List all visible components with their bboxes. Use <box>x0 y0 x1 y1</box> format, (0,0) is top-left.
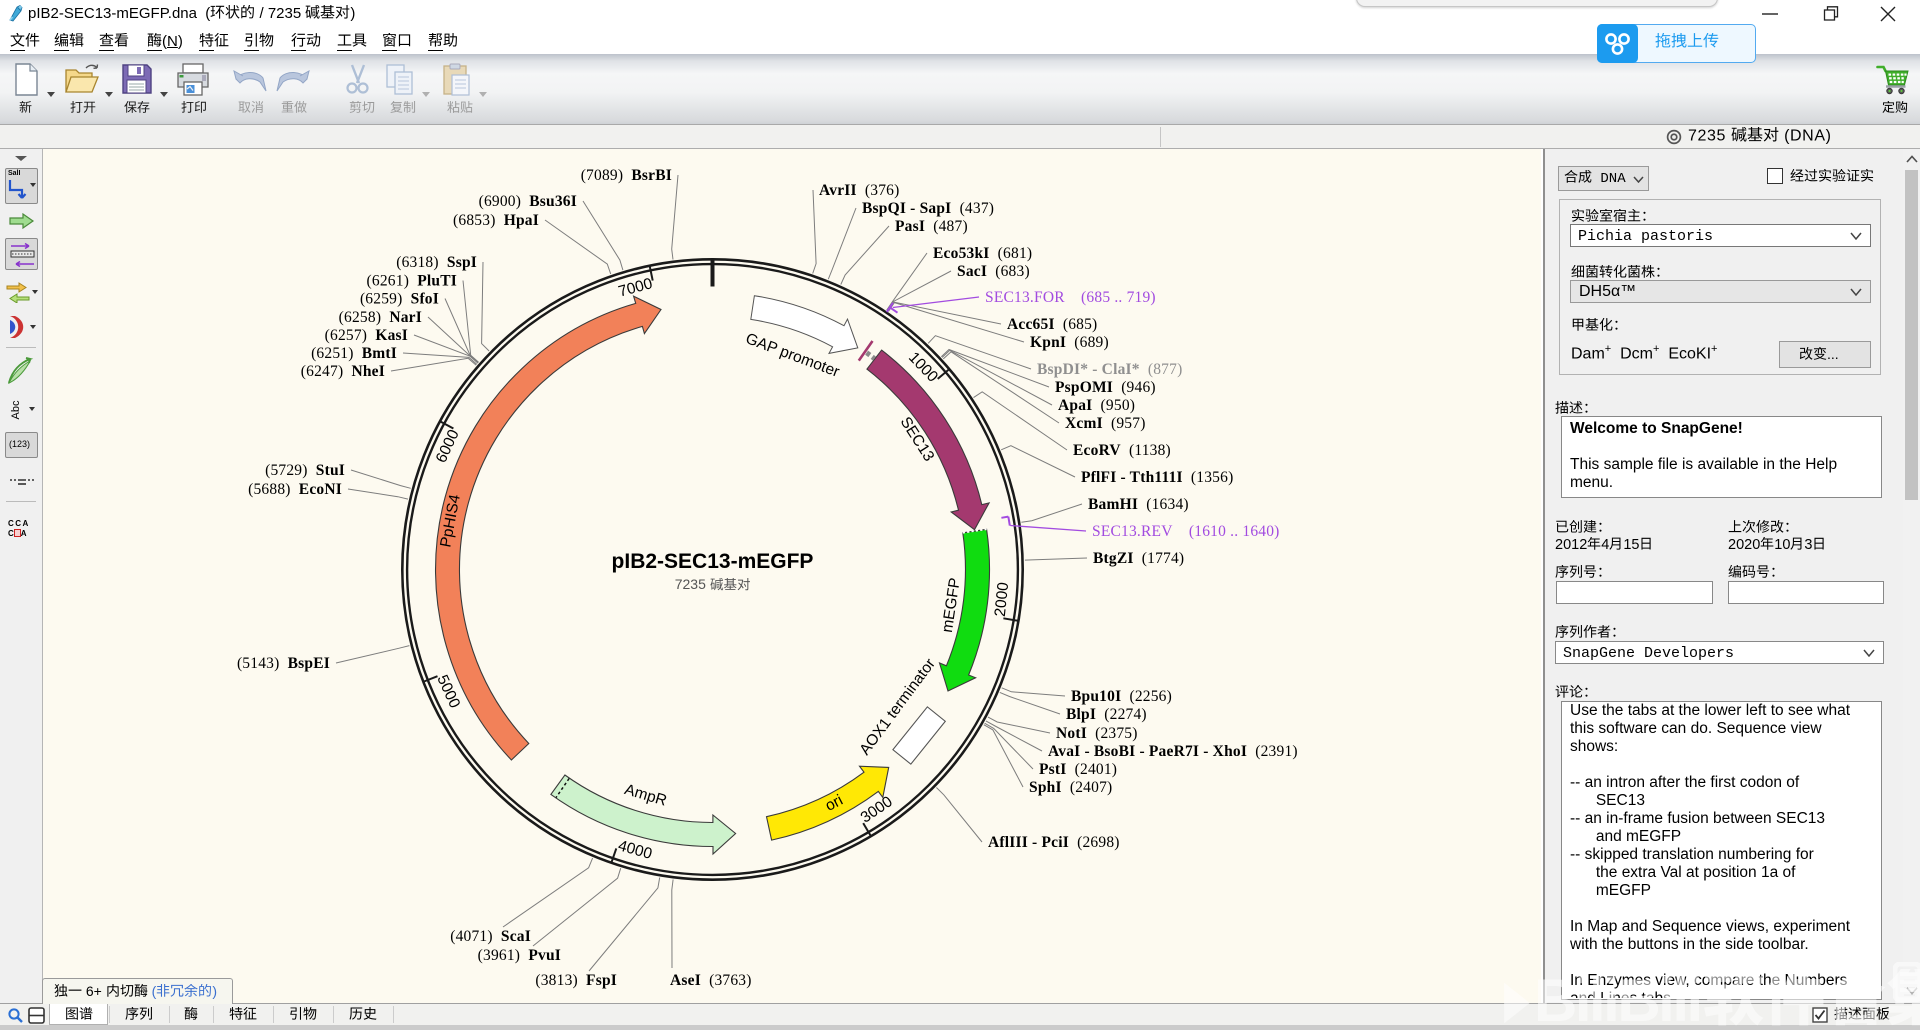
svg-text:SphI (2407): SphI (2407) <box>1029 779 1112 796</box>
svg-text:Acc65I (685): Acc65I (685) <box>1007 316 1097 333</box>
svg-text:SEC13.FOR (685 .. 719): SEC13.FOR (685 .. 719) <box>985 289 1156 306</box>
svg-text:BspDI* - ClaI* (877): BspDI* - ClaI* (877) <box>1037 361 1182 378</box>
svg-text:SacI (683): SacI (683) <box>957 263 1030 280</box>
svg-text:ApaI (950): ApaI (950) <box>1058 397 1135 414</box>
svg-text:(3961) PvuI: (3961) PvuI <box>478 947 561 964</box>
svg-text:(6251) BmtI: (6251) BmtI <box>311 345 397 362</box>
svg-text:2000: 2000 <box>992 581 1012 617</box>
svg-text:SEC13.REV (1610 .. 1640): SEC13.REV (1610 .. 1640) <box>1092 523 1280 540</box>
svg-text:AflIII - PciI (2698): AflIII - PciI (2698) <box>988 834 1120 851</box>
svg-text:(5688) EcoNI: (5688) EcoNI <box>248 481 342 498</box>
svg-text:ori: ori <box>823 792 846 815</box>
svg-text:AvaI - BsoBI - PaeR7I - XhoI: AvaI - BsoBI - PaeR7I - XhoI (2391) <box>1048 743 1298 760</box>
svg-text:NotI (2375): NotI (2375) <box>1056 725 1138 742</box>
svg-text:(6257) KasI: (6257) KasI <box>325 327 408 344</box>
svg-text:(6247) NheI: (6247) NheI <box>301 363 385 380</box>
svg-text:EcoRV (1138): EcoRV (1138) <box>1073 442 1171 459</box>
svg-text:AvrII (376): AvrII (376) <box>819 182 899 199</box>
svg-text:AseI (3763): AseI (3763) <box>670 972 752 989</box>
svg-text:PspOMI (946): PspOMI (946) <box>1055 379 1156 396</box>
svg-text:BspQI - SapI (437): BspQI - SapI (437) <box>862 200 994 217</box>
svg-text:Abc: Abc <box>10 400 22 419</box>
svg-text:(3813) FspI: (3813) FspI <box>535 972 617 989</box>
svg-text:BamHI (1634): BamHI (1634) <box>1088 496 1189 513</box>
svg-text:(5729) StuI: (5729) StuI <box>265 462 345 479</box>
svg-text:(6318) SspI: (6318) SspI <box>396 254 477 271</box>
svg-text:PflFI - Tth111I (1356): PflFI - Tth111I (1356) <box>1081 469 1233 486</box>
svg-text:pIB2-SEC13-mEGFP: pIB2-SEC13-mEGFP <box>612 550 814 573</box>
svg-text:PasI (487): PasI (487) <box>895 218 968 235</box>
svg-text:Bpu10I (2256): Bpu10I (2256) <box>1071 688 1172 705</box>
svg-text:(6259) SfoI: (6259) SfoI <box>360 291 439 308</box>
svg-text:KpnI (689): KpnI (689) <box>1030 334 1109 351</box>
svg-text:(4071) ScaI: (4071) ScaI <box>450 928 531 945</box>
svg-text:(6261) PluTI: (6261) PluTI <box>367 273 457 290</box>
svg-text:(6853) HpaI: (6853) HpaI <box>453 212 539 229</box>
svg-text:BtgZI (1774): BtgZI (1774) <box>1093 550 1184 567</box>
svg-text:PstI (2401): PstI (2401) <box>1039 761 1117 778</box>
svg-text:(7089) BsrBI: (7089) BsrBI <box>581 167 672 184</box>
svg-text:Eco53kI (681): Eco53kI (681) <box>933 245 1032 262</box>
svg-text:(6258) NarI: (6258) NarI <box>339 309 422 326</box>
svg-text:(6900) Bsu36I: (6900) Bsu36I <box>479 193 577 210</box>
svg-text:BlpI (2274): BlpI (2274) <box>1066 706 1147 723</box>
svg-text:XcmI (957): XcmI (957) <box>1065 415 1146 432</box>
svg-text:(5143) BspEI: (5143) BspEI <box>237 655 330 672</box>
